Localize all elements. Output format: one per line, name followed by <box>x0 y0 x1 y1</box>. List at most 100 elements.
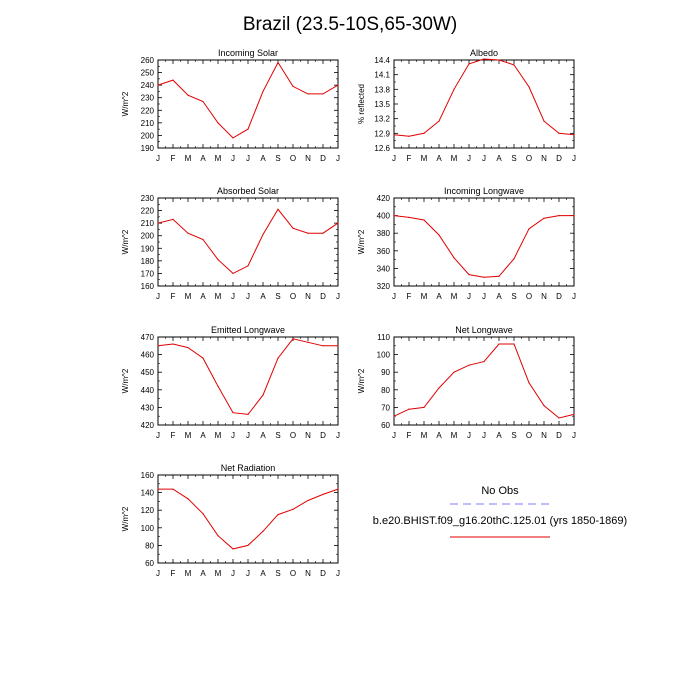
net-radiation-data-point <box>172 488 174 490</box>
albedo-data-point <box>528 86 530 88</box>
incoming-solar-data-point <box>202 100 204 103</box>
incoming-solar-data-point <box>277 61 279 64</box>
incoming-solar-ytick-label: 210 <box>141 119 155 128</box>
emitted-longwave-xtick-label: F <box>171 431 176 440</box>
albedo-ytick-label: 12.9 <box>374 129 390 138</box>
net-longwave-ytick-label: 60 <box>381 421 390 430</box>
albedo-data-point <box>483 58 485 60</box>
incoming-longwave-ytick-label: 400 <box>377 212 391 221</box>
net-longwave-xtick-label: O <box>526 431 532 440</box>
incoming-solar-data-point <box>292 85 294 87</box>
incoming-solar-xtick-label: D <box>320 154 326 163</box>
incoming-longwave-xtick-label: D <box>556 292 562 301</box>
incoming-longwave-xtick-label: O <box>526 292 532 301</box>
emitted-longwave-xtick-label: S <box>275 431 280 440</box>
incoming-solar-xtick-label: A <box>260 154 266 163</box>
incoming-solar-xtick-label: J <box>231 154 235 163</box>
net-longwave-data-point <box>468 364 470 366</box>
absorbed-solar-xtick-label: A <box>260 292 266 301</box>
incoming-longwave-ytick-label: 360 <box>377 247 391 256</box>
albedo-xtick-label: J <box>392 154 396 163</box>
net-radiation-xtick-label: S <box>275 569 280 578</box>
legend: No Obs b.e20.BHIST.f09_g16.20thC.125.01 … <box>373 485 627 538</box>
albedo-ytick-label: 13.2 <box>374 115 390 124</box>
emitted-longwave-series-line <box>157 338 338 415</box>
incoming-longwave-title: Incoming Longwave <box>444 186 524 196</box>
emitted-longwave-ytick-label: 420 <box>141 421 155 430</box>
albedo-ytick-label: 13.5 <box>374 100 390 109</box>
absorbed-solar-ytick-label: 160 <box>141 282 155 291</box>
albedo-data-point <box>468 63 470 65</box>
net-longwave-ytick-label: 110 <box>377 333 390 342</box>
absorbed-solar-data-point <box>292 227 294 229</box>
net-radiation-xtick-label: M <box>185 569 192 578</box>
absorbed-solar-xtick-label: J <box>231 292 235 301</box>
net-longwave-xtick-label: S <box>511 431 516 440</box>
absorbed-solar-data-point <box>172 218 174 220</box>
incoming-solar-xtick-label: J <box>336 154 340 163</box>
incoming-solar-xtick-label: M <box>215 154 222 163</box>
absorbed-solar-xtick-label: J <box>156 292 160 301</box>
net-longwave-ytick-label: 100 <box>377 351 391 360</box>
incoming-longwave-data-point <box>393 215 395 217</box>
albedo-ytick-label: 13.8 <box>374 85 390 94</box>
incoming-solar-data-point <box>157 84 159 86</box>
absorbed-solar-ytick-label: 190 <box>141 244 155 253</box>
incoming-solar-xtick-label: A <box>200 154 206 163</box>
emitted-longwave-data-point <box>337 345 339 347</box>
net-radiation-series-line <box>158 488 339 550</box>
net-radiation-data-point <box>337 488 339 490</box>
emitted-longwave-data-point <box>172 343 174 345</box>
incoming-solar-data-point <box>217 122 219 124</box>
albedo-xtick-label: J <box>572 154 576 163</box>
albedo-data-point <box>438 120 440 122</box>
incoming-longwave-data-point <box>408 216 410 218</box>
emitted-longwave-xtick-label: J <box>336 431 340 440</box>
net-radiation-data-point <box>307 499 309 502</box>
incoming-solar-xtick-label: F <box>171 154 176 163</box>
emitted-longwave-xtick-label: M <box>215 431 222 440</box>
net-longwave-xtick-label: J <box>467 431 471 440</box>
incoming-longwave-data-point <box>468 273 470 276</box>
absorbed-solar-xtick-label: F <box>171 292 176 301</box>
incoming-solar-xtick-label: N <box>305 154 311 163</box>
albedo-xtick-label: O <box>526 154 532 163</box>
incoming-solar-data-point <box>322 93 324 95</box>
net-radiation-ylabel: W/m^2 <box>121 506 130 531</box>
albedo-xtick-label: D <box>556 154 562 163</box>
incoming-solar-data-point <box>262 90 264 93</box>
albedo-xtick-label: J <box>467 154 471 163</box>
emitted-longwave-xtick-label: J <box>246 431 250 440</box>
emitted-longwave-xtick-label: J <box>156 431 160 440</box>
net-longwave-data-point <box>543 405 545 407</box>
emitted-longwave-data-point <box>157 345 159 347</box>
emitted-longwave-ylabel: W/m^2 <box>121 368 130 393</box>
incoming-longwave-plot-frame <box>393 197 575 287</box>
net-radiation-ytick-label: 140 <box>141 489 155 498</box>
absorbed-solar-xtick-label: M <box>185 292 192 301</box>
net-radiation-data-point <box>277 514 279 516</box>
net-longwave-xtick-label: J <box>572 431 576 440</box>
absorbed-solar-xtick-label: N <box>305 292 311 301</box>
emitted-longwave-data-point <box>322 345 324 347</box>
net-radiation-data-point <box>247 544 249 547</box>
incoming-solar-xtick-label: J <box>246 154 250 163</box>
net-longwave-data-point <box>528 382 530 384</box>
albedo-ytick-label: 14.4 <box>374 56 390 65</box>
incoming-solar-data-point <box>172 79 174 81</box>
emitted-longwave-plot-frame <box>157 336 339 426</box>
emitted-longwave-ytick-label: 470 <box>141 333 155 342</box>
net-radiation-title: Net Radiation <box>221 463 276 473</box>
albedo-xtick-label: A <box>436 154 442 163</box>
emitted-longwave-data-point <box>217 385 219 387</box>
net-radiation-data-point <box>187 498 189 500</box>
incoming-solar-xtick-label: M <box>185 154 192 163</box>
incoming-longwave-ytick-label: 320 <box>377 282 391 291</box>
incoming-longwave-series-line <box>393 215 574 278</box>
incoming-longwave-data-point <box>573 215 575 217</box>
absorbed-solar-data-point <box>187 232 189 234</box>
